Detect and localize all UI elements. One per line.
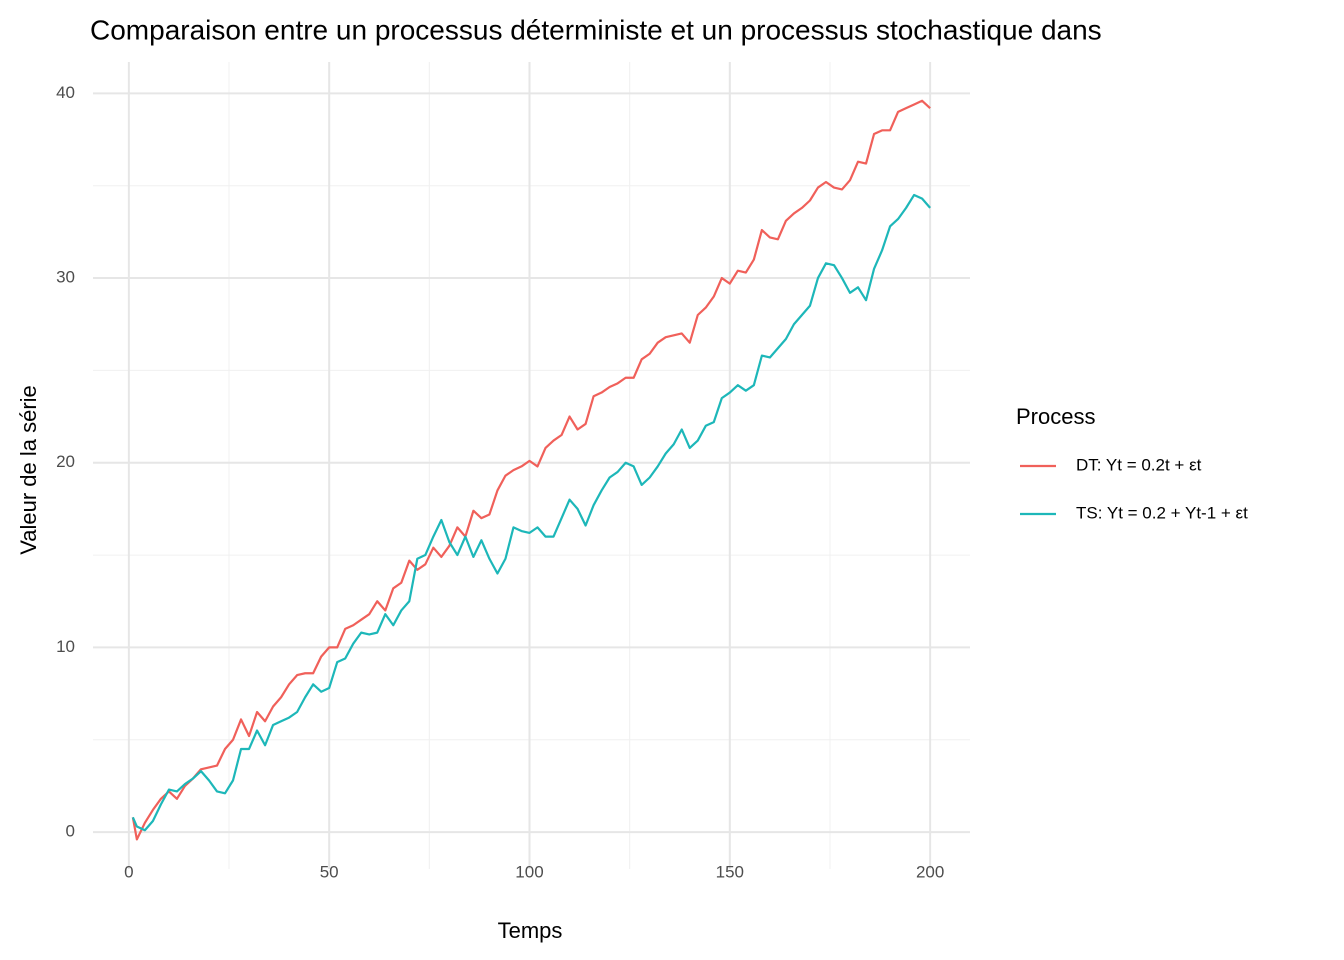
legend-label: DT: Yt = 0.2t + εt [1076,455,1202,474]
line [131,99,931,841]
x-tick-label: 200 [916,862,944,881]
x-tick-label: 0 [124,862,133,881]
line [131,193,931,832]
legend-label: TS: Yt = 0.2 + Yt-1 + εt [1076,503,1248,522]
legend-title: Process [1016,404,1095,429]
y-tick-label: 20 [56,452,75,471]
y-tick-label: 30 [56,268,75,287]
x-tick-label: 150 [716,862,744,881]
x-tick-label: 50 [320,862,339,881]
x-axis-title: Temps [498,918,563,943]
x-tick-label: 100 [515,862,543,881]
y-tick-label: 10 [56,637,75,656]
chart-title: Comparaison entre un processus détermini… [90,14,1102,45]
y-tick-label: 0 [66,822,75,841]
y-tick-label: 40 [56,83,75,102]
y-axis-title: Valeur de la série [16,385,41,555]
